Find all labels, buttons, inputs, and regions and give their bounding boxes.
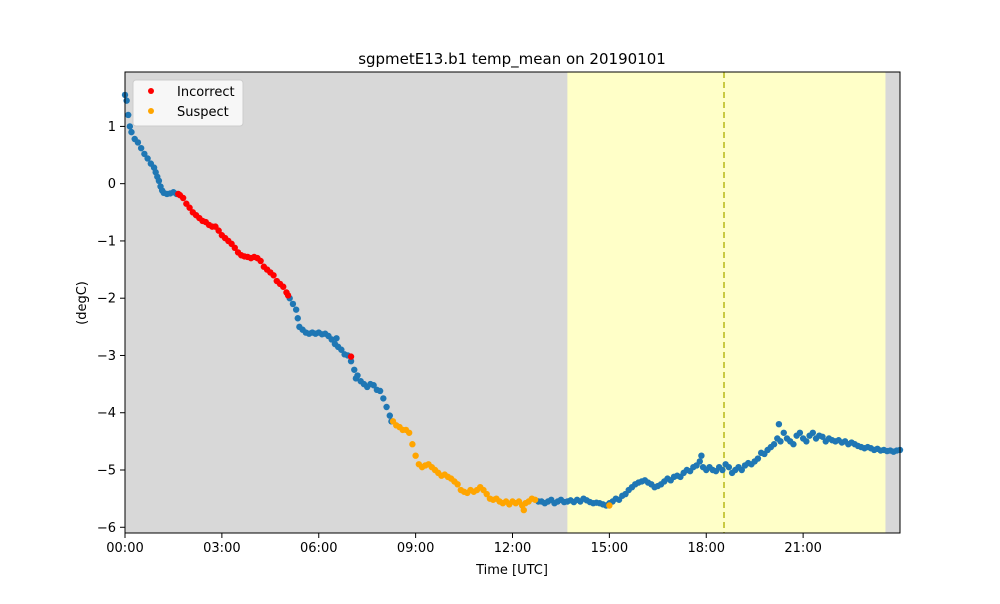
data-point [231, 244, 238, 252]
data-point [338, 346, 345, 353]
data-point [289, 300, 297, 308]
legend-box [132, 79, 244, 127]
x-tick-label: 03:00 [203, 541, 240, 556]
data-point [531, 496, 539, 503]
data-point [777, 438, 784, 445]
data-point [770, 441, 778, 448]
data-point [775, 420, 783, 428]
data-point [280, 283, 287, 290]
data-point [128, 128, 135, 136]
data-point [383, 403, 390, 411]
y-tick-label: −4 [97, 406, 116, 421]
data-point [134, 139, 142, 146]
axes: 00:00 03:00 06:00 09:00 12:00 15:00 18:00 21:00… [97, 71, 901, 556]
data-point [780, 429, 787, 436]
data-point [738, 466, 745, 474]
y-tick-label: −3 [97, 349, 116, 364]
y-tick-label: 1 [108, 120, 116, 135]
series-incorrect [175, 190, 355, 360]
data-point [137, 144, 145, 152]
legend-marker [148, 108, 154, 114]
data-point [347, 357, 355, 365]
data-point [292, 306, 300, 313]
data-point [257, 257, 264, 265]
x-tick-label: 00:00 [106, 541, 143, 556]
series-suspect [389, 418, 613, 514]
data-point [215, 227, 222, 234]
data-point [412, 452, 419, 459]
legend: Incorrect Suspect [132, 79, 244, 127]
y-tick-label: −6 [97, 521, 116, 536]
data-point [125, 111, 132, 119]
data-point [354, 372, 361, 379]
data-point [294, 315, 301, 322]
data-point [370, 382, 377, 389]
data-point [819, 433, 826, 440]
x-tick-label: 12:00 [494, 541, 531, 556]
data-point [405, 429, 413, 436]
y-tick-label: 0 [108, 177, 116, 192]
x-tick-label: 21:00 [784, 541, 821, 556]
data-point [809, 429, 817, 436]
data-point [606, 502, 613, 509]
legend-label: Incorrect [177, 85, 235, 100]
data-point [386, 412, 393, 419]
y-tick-label: −5 [97, 464, 116, 479]
data-point [698, 452, 705, 459]
data-point [725, 463, 733, 471]
chart-title: sgpmetE13.b1 temp_mean on 20190101 [358, 50, 666, 69]
data-point [454, 481, 461, 488]
data-point [186, 204, 193, 211]
data-point [123, 97, 130, 104]
data-point [126, 123, 134, 130]
data-point [483, 490, 490, 498]
data-point [754, 455, 762, 462]
x-tick-label: 06:00 [300, 541, 337, 556]
shaded-regions [567, 72, 886, 533]
y-axis-label: (degC) [75, 281, 90, 325]
data-point [696, 458, 703, 465]
data-point [347, 353, 355, 360]
x-tick-label: 18:00 [688, 541, 725, 556]
data-point [351, 366, 358, 373]
x-tick-label: 09:00 [397, 541, 434, 556]
data-point [328, 336, 335, 343]
data-point [803, 438, 810, 445]
data-point [790, 441, 797, 448]
data-point [796, 429, 804, 436]
data-point [179, 194, 187, 202]
data-point [376, 387, 384, 395]
data-point [520, 506, 528, 514]
shaded-region [567, 72, 886, 533]
data-point [141, 150, 148, 158]
legend-label: Suspect [177, 105, 229, 120]
data-point [719, 466, 726, 474]
x-axis-label: Time [UTC] [475, 563, 548, 578]
data-point [270, 272, 277, 279]
y-tick-label: −1 [97, 234, 116, 249]
data-point [380, 395, 387, 402]
data-point [284, 292, 292, 299]
data-point [155, 177, 163, 185]
data-point [333, 335, 340, 342]
legend-marker [148, 88, 154, 94]
data-point [144, 155, 151, 162]
data-points [121, 91, 904, 514]
data-point [409, 441, 416, 448]
y-tick-label: −2 [97, 292, 116, 307]
x-tick-label: 15:00 [591, 541, 628, 556]
